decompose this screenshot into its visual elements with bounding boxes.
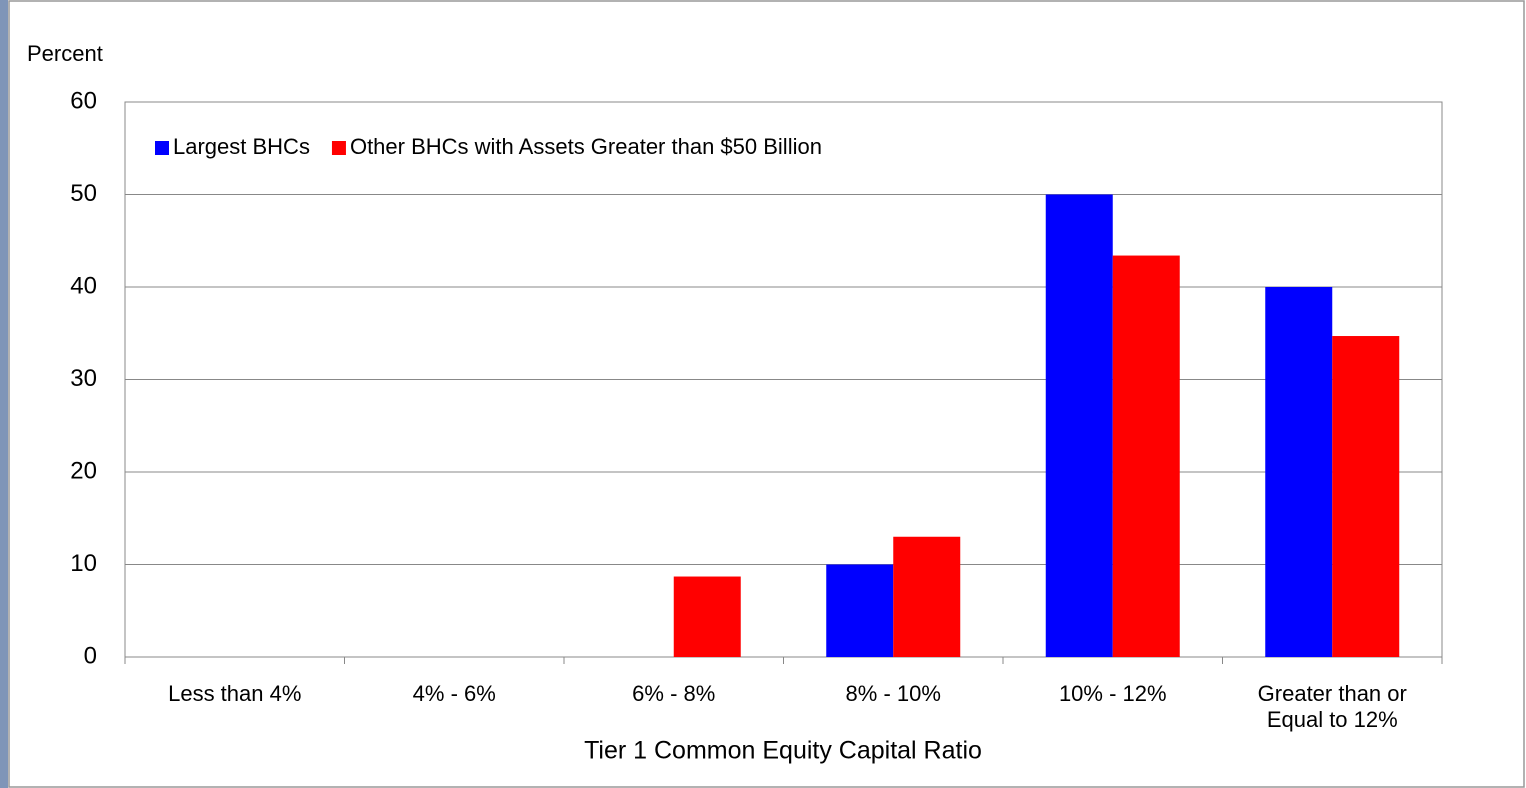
legend-swatch	[155, 141, 169, 155]
bar	[1265, 287, 1333, 657]
legend-swatch	[331, 141, 346, 155]
y-tick-label: 50	[70, 180, 97, 207]
bar	[893, 536, 961, 657]
x-tick-label: 4% - 6%	[412, 681, 496, 706]
legend-label: Largest BHCs	[173, 134, 310, 159]
y-tick-label: 60	[70, 87, 97, 114]
y-tick-label: 40	[70, 272, 97, 299]
y-tick-label: 20	[70, 457, 97, 484]
legend-label: Other BHCs with Assets Greater than $50 …	[350, 134, 822, 159]
bar	[673, 576, 741, 657]
y-tick-label: 10	[70, 550, 97, 577]
x-tick-label: Greater than or Equal to 12%	[1257, 681, 1407, 732]
bar	[1045, 194, 1113, 657]
y-tick-label: 0	[84, 642, 97, 669]
side-strip	[0, 0, 8, 788]
y-axis-title: Percent	[27, 41, 103, 66]
bar	[1112, 255, 1180, 658]
bar	[1332, 336, 1400, 657]
x-tick-label: 6% - 8%	[632, 681, 716, 706]
bar	[826, 564, 894, 657]
x-tick-label: Less than 4%	[168, 681, 302, 706]
y-tick-label: 30	[70, 365, 97, 392]
x-tick-label: 8% - 10%	[845, 681, 941, 706]
x-axis-title: Tier 1 Common Equity Capital Ratio	[584, 737, 982, 765]
x-tick-label: 10% - 12%	[1058, 681, 1167, 706]
